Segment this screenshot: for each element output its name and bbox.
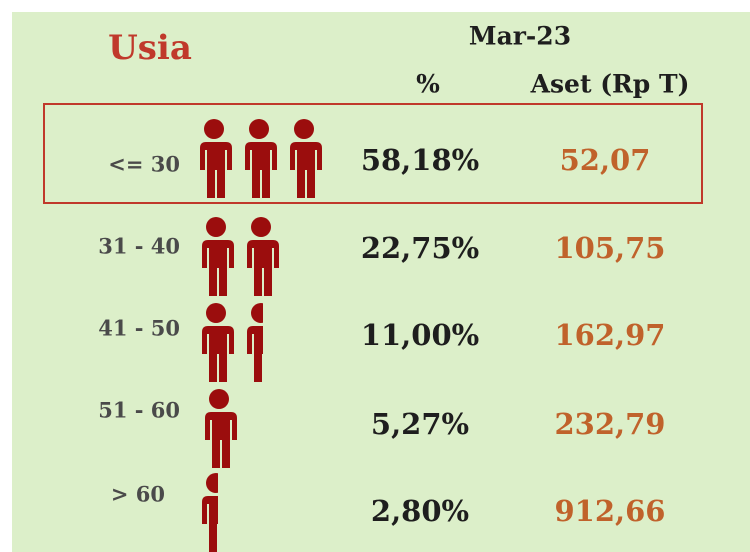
- asset: 52,07: [560, 143, 651, 177]
- title: Usia: [108, 28, 192, 68]
- percent: 11,00%: [361, 318, 479, 352]
- asset: 162,97: [555, 318, 666, 352]
- percent: 22,75%: [361, 231, 479, 265]
- age-label: 41 - 50: [98, 316, 180, 341]
- percent: 58,18%: [361, 143, 479, 177]
- age-label: <= 30: [108, 152, 180, 177]
- age-label: 51 - 60: [98, 398, 180, 423]
- asset: 105,75: [555, 231, 666, 265]
- highlight-box: [43, 103, 703, 204]
- age-label: > 60: [111, 482, 165, 507]
- age-label: 31 - 40: [98, 234, 180, 259]
- background: [12, 12, 750, 552]
- period: Mar-23: [469, 22, 571, 51]
- column-header: Aset (Rp T): [530, 70, 690, 99]
- percent: 2,80%: [371, 494, 469, 528]
- percent: 5,27%: [371, 407, 469, 441]
- column-header: %: [416, 70, 440, 99]
- asset: 232,79: [555, 407, 666, 441]
- asset: 912,66: [555, 494, 666, 528]
